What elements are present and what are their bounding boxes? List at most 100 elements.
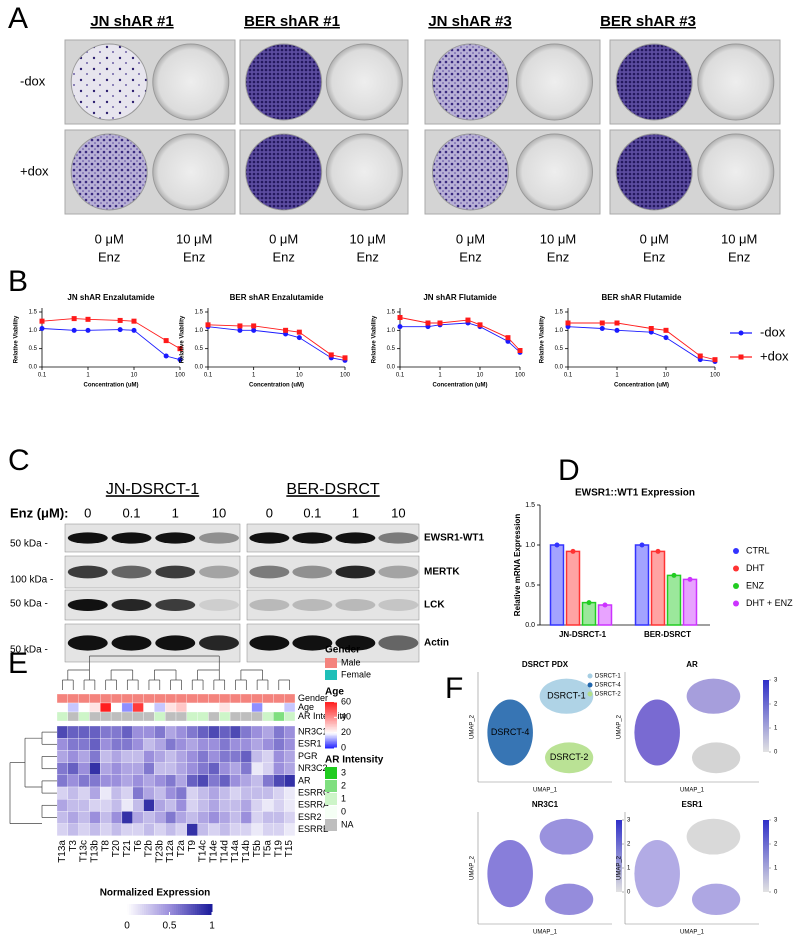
- heat-cell: [197, 799, 209, 812]
- marker: [177, 346, 183, 352]
- heat-cell: [89, 762, 101, 775]
- heat-cell: [251, 774, 263, 788]
- heat-cell: [175, 774, 187, 788]
- heat-cell: [197, 823, 209, 836]
- cell-cluster: [487, 699, 533, 766]
- legend-swatch: [325, 670, 337, 680]
- colorbar-step: [156, 904, 160, 915]
- heat-cell: [154, 725, 166, 739]
- annotation-cell: [208, 702, 220, 713]
- annotation-cell: [219, 711, 231, 722]
- annotation-cell: [154, 702, 166, 713]
- annotation-cell: [175, 711, 187, 722]
- band: [199, 532, 239, 544]
- umap-title: NR3C1: [532, 800, 559, 809]
- heat-cell: [143, 799, 155, 812]
- heat-cell: [154, 738, 166, 751]
- heat-cell: [132, 750, 144, 763]
- heat-cell: [100, 823, 112, 836]
- colorbar-step: [325, 732, 337, 735]
- marker: [251, 327, 257, 333]
- legend-title: Age: [325, 687, 344, 698]
- colorbar-step: [148, 904, 151, 915]
- y-axis-label: UMAP_2: [470, 855, 476, 880]
- well: [516, 43, 593, 121]
- band: [249, 599, 290, 611]
- marker: [437, 320, 443, 326]
- heat-cell: [56, 725, 68, 739]
- heat-cell: [78, 738, 90, 751]
- band: [111, 599, 152, 611]
- heat-cell: [219, 786, 231, 800]
- heat-cell: [251, 823, 263, 836]
- heat-cell: [186, 725, 198, 739]
- colorbar-step: [152, 904, 156, 915]
- bar: [581, 601, 597, 626]
- dose: 0: [266, 505, 273, 520]
- heat-cell: [165, 725, 177, 739]
- legend-title: Gender: [325, 645, 360, 656]
- y-axis-label: Relative Viability: [540, 315, 546, 363]
- band: [249, 532, 290, 544]
- heat-cell: [143, 774, 155, 788]
- heat-cell: [165, 799, 177, 812]
- band: [335, 532, 376, 544]
- marker: [85, 316, 91, 322]
- colorbar-step: [188, 904, 192, 915]
- annotation-cell: [100, 693, 112, 704]
- legend-label: 0: [341, 806, 346, 816]
- colorbar-step: [199, 904, 202, 915]
- well: [697, 133, 775, 211]
- dose: 10: [212, 505, 226, 520]
- heat-cell: [56, 738, 68, 751]
- marker: [251, 323, 257, 329]
- heat-cell: [284, 774, 296, 788]
- annotation-cell: [89, 693, 101, 704]
- column-label: T14b: [241, 840, 252, 863]
- heat-cell: [251, 750, 263, 763]
- colorbar-step: [158, 904, 162, 915]
- annotation-cell: [78, 693, 90, 704]
- band: [155, 599, 196, 611]
- row-label: NR3C2: [298, 763, 328, 773]
- heat-cell: [273, 786, 285, 800]
- cell-line: BER-DSRCT: [286, 481, 380, 498]
- annotation-cell: [186, 693, 198, 704]
- marker: [163, 353, 169, 359]
- colorbar-step: [192, 904, 196, 915]
- marker: [237, 327, 243, 333]
- colorbar-step: [325, 728, 337, 731]
- legend-title: AR Intensity: [325, 755, 384, 766]
- annotation-cell: [78, 711, 90, 722]
- cell-cluster: [545, 742, 594, 774]
- marker: [517, 348, 523, 353]
- y-tick-label: 0.0: [29, 365, 38, 371]
- dose: 0 μM: [640, 231, 669, 246]
- protein: LCK: [424, 600, 445, 611]
- annotation-cell: [143, 702, 155, 713]
- heat-cell: [273, 774, 285, 788]
- heat-cell: [143, 750, 155, 763]
- colorbar-step: [209, 904, 213, 915]
- colorbar-step: [131, 904, 134, 915]
- heat-cell: [186, 823, 198, 836]
- row-label: ESRRG: [298, 787, 330, 797]
- colorbar: [763, 820, 769, 892]
- x-tick-label: 0.1: [396, 373, 405, 379]
- drug: Enz: [356, 249, 378, 264]
- colorbar-step: [325, 714, 337, 717]
- heat-cell: [197, 725, 209, 739]
- annotation-cell: [89, 711, 101, 722]
- heat-cell: [175, 762, 187, 775]
- marker: [177, 357, 183, 363]
- heat-cell: [208, 823, 220, 836]
- series-line: [207, 324, 346, 359]
- heat-cell: [240, 799, 252, 812]
- colorbar-tick-label: 2: [774, 702, 778, 708]
- panel-label: B: [8, 265, 28, 298]
- annotation-cell: [240, 711, 252, 722]
- marker: [738, 354, 744, 360]
- series-line: [399, 317, 521, 351]
- annotation-cell: [154, 711, 166, 722]
- heat-cell: [262, 762, 274, 775]
